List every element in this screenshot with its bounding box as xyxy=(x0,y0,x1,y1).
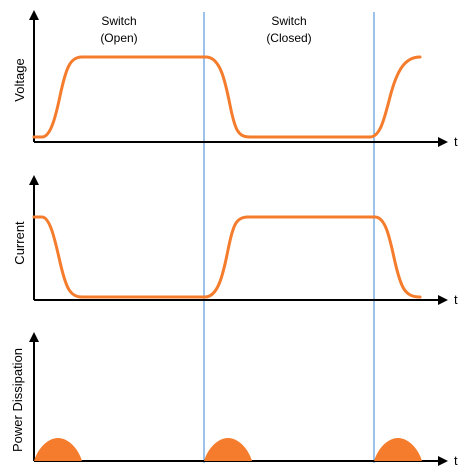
current-x-arrow xyxy=(438,295,448,305)
power-panel: t Power Dissipation xyxy=(10,332,458,468)
power-hump-1 xyxy=(34,438,82,461)
current-y-arrow xyxy=(29,175,39,185)
current-x-label: t xyxy=(454,292,458,307)
voltage-x-arrow xyxy=(438,137,448,147)
power-hump-2 xyxy=(204,438,252,461)
current-panel: t Current xyxy=(12,175,458,307)
voltage-panel: t Voltage xyxy=(12,10,458,149)
phase-closed-line2: (Closed) xyxy=(266,31,311,45)
voltage-x-label: t xyxy=(454,134,458,149)
current-y-label: Current xyxy=(12,221,27,265)
voltage-y-label: Voltage xyxy=(12,58,27,101)
phase-closed-line1: Switch xyxy=(271,14,306,28)
power-y-arrow xyxy=(29,332,39,342)
current-waveform xyxy=(32,215,422,299)
power-x-label: t xyxy=(454,453,458,468)
phase-open-line1: Switch xyxy=(101,14,136,28)
voltage-y-arrow xyxy=(29,10,39,20)
power-hump-3 xyxy=(374,438,422,461)
power-x-arrow xyxy=(438,456,448,466)
phase-open-line2: (Open) xyxy=(100,31,137,45)
power-y-label: Power Dissipation xyxy=(10,348,25,452)
voltage-waveform xyxy=(32,55,422,139)
